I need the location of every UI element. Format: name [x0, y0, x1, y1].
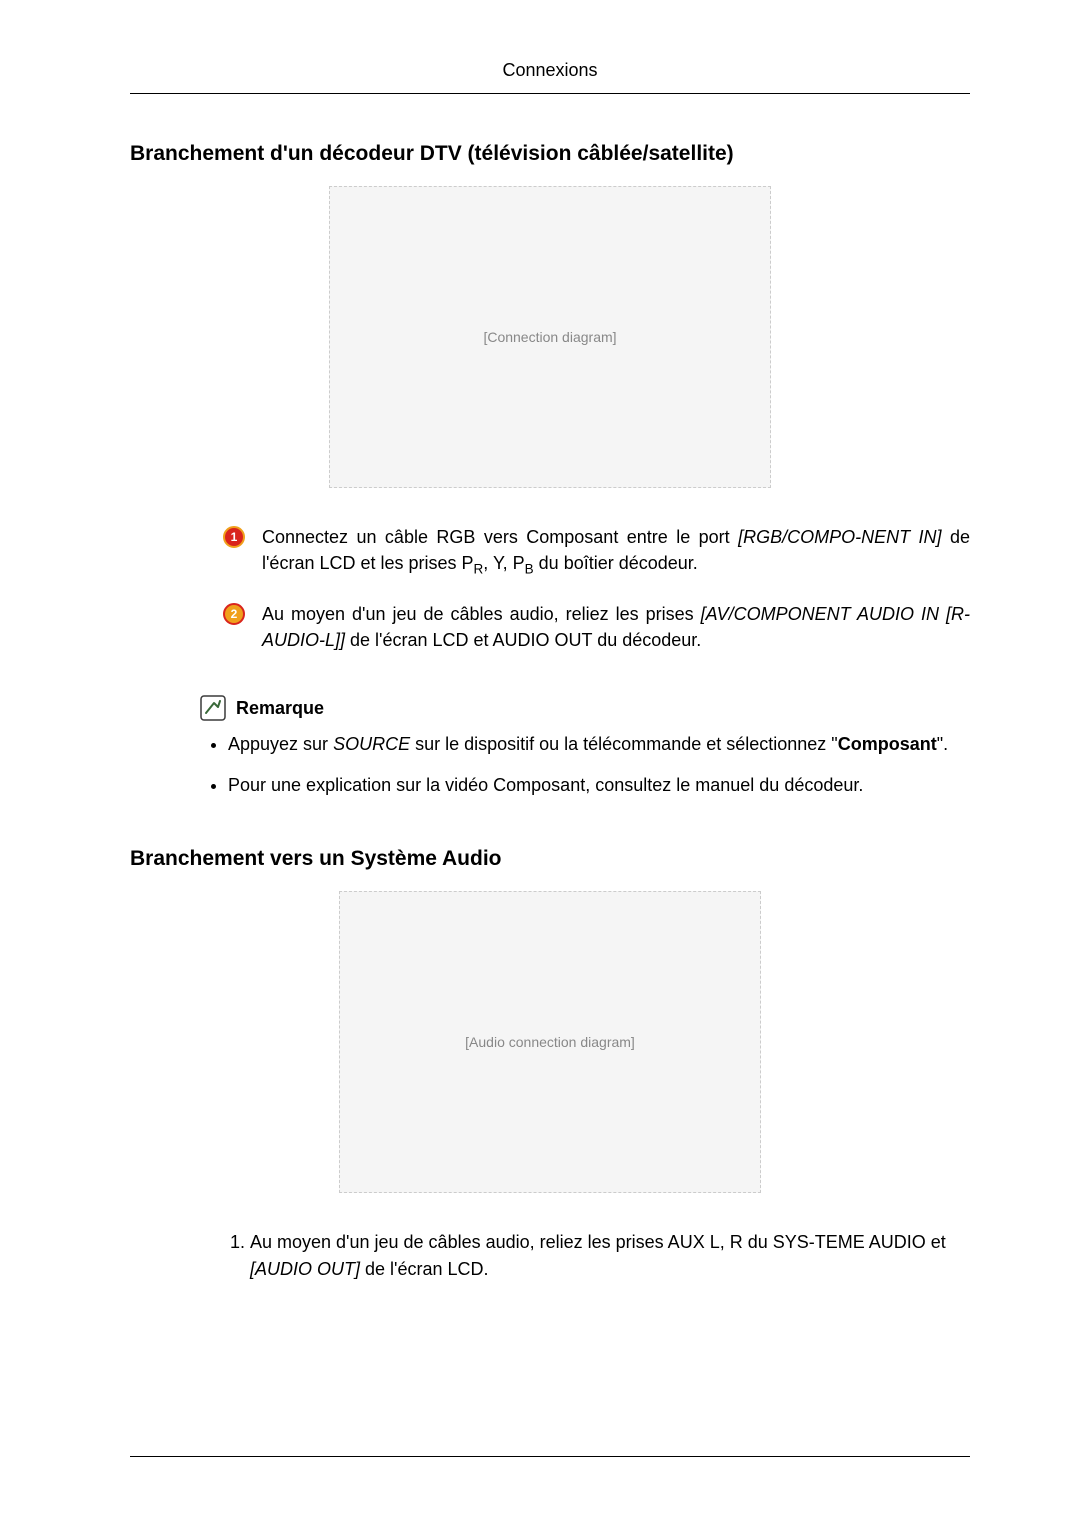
note-item: Appuyez sur SOURCE sur le dispositif ou … — [228, 731, 970, 758]
ordered-item: Au moyen d'un jeu de câbles audio, relie… — [250, 1229, 970, 1283]
note-item: Pour une explication sur la vidéo Compos… — [228, 772, 970, 799]
section1-diagram: [Connection diagram] — [329, 186, 771, 488]
section2-ordered: Au moyen d'un jeu de câbles audio, relie… — [220, 1229, 970, 1283]
section1-steps: 1 Connectez un câble RGB vers Composant e… — [220, 524, 970, 653]
step-marker-icon: 1 — [220, 526, 248, 548]
section1-diagram-wrap: [Connection diagram] — [130, 186, 970, 488]
header-rule — [130, 93, 970, 94]
step-text: Au moyen d'un jeu de câbles audio, relie… — [262, 601, 970, 653]
note-items: Appuyez sur SOURCE sur le dispositif ou … — [200, 731, 970, 799]
step-row: 2 Au moyen d'un jeu de câbles audio, reli… — [220, 601, 970, 653]
svg-text:1: 1 — [231, 530, 238, 544]
section1-note: Remarque Appuyez sur SOURCE sur le dispo… — [200, 695, 970, 799]
section2-heading: Branchement vers un Système Audio — [130, 847, 970, 871]
section2-diagram-wrap: [Audio connection diagram] — [130, 891, 970, 1193]
note-title: Remarque — [236, 698, 324, 719]
note-heading-row: Remarque — [200, 695, 970, 721]
section1-heading: Branchement d'un décodeur DTV (télévisio… — [130, 142, 970, 166]
step-marker-icon: 2 — [220, 603, 248, 625]
step-text: Connectez un câble RGB vers Composant en… — [262, 524, 970, 579]
footer-rule — [130, 1456, 970, 1457]
page-header-title: Connexions — [130, 60, 970, 81]
note-icon — [200, 695, 226, 721]
svg-text:2: 2 — [231, 607, 238, 621]
page: Connexions Branchement d'un décodeur DTV… — [0, 0, 1080, 1527]
section2-diagram: [Audio connection diagram] — [339, 891, 761, 1193]
step-row: 1 Connectez un câble RGB vers Composant e… — [220, 524, 970, 579]
